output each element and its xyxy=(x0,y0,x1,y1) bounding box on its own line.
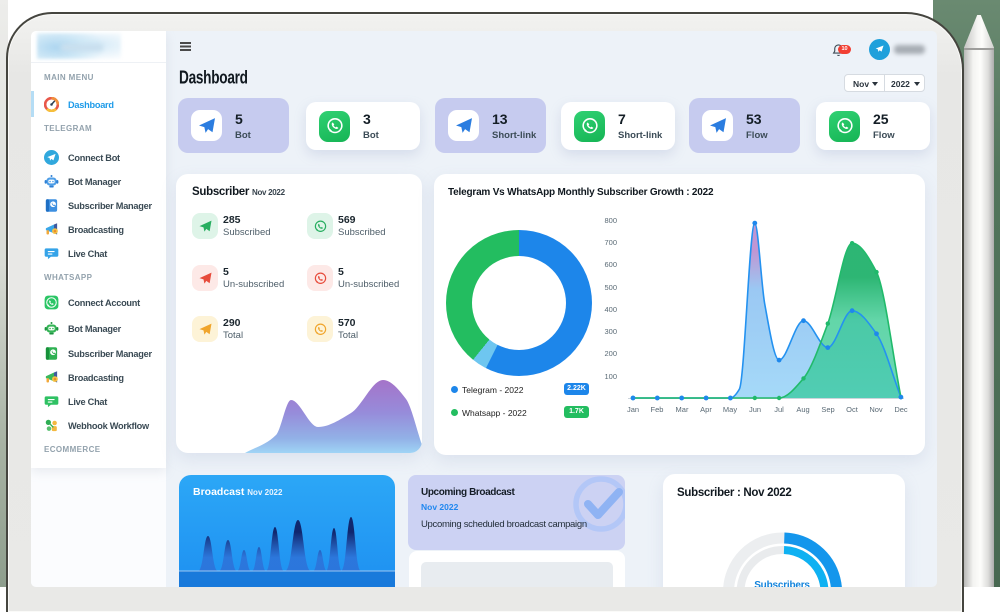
svg-text:Subscribers: Subscribers xyxy=(754,580,810,587)
